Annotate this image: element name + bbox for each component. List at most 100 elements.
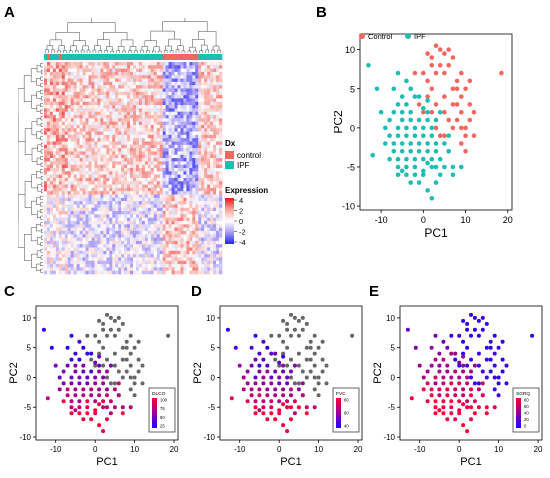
heatmap-cell xyxy=(127,95,131,99)
annotation-cell xyxy=(183,54,187,60)
heatmap-cell xyxy=(192,247,196,252)
dendrogram-branch xyxy=(92,49,97,53)
heatmap-cell xyxy=(165,230,169,235)
heatmap-cell xyxy=(106,217,110,222)
heatmap-cell xyxy=(91,115,95,119)
heatmap-cell xyxy=(64,177,69,182)
heatmap-cell xyxy=(64,191,69,195)
heatmap-cell xyxy=(177,224,181,228)
heatmap-cell xyxy=(85,234,89,238)
control-point xyxy=(433,43,439,48)
heatmap-cell xyxy=(79,270,83,275)
heatmap-cell xyxy=(82,128,86,132)
heatmap-cell xyxy=(130,161,134,165)
heatmap-cell xyxy=(85,121,89,126)
heatmap-cell xyxy=(198,134,202,139)
heatmap-cell xyxy=(64,105,69,109)
heatmap-cell xyxy=(147,108,152,112)
heatmap-cell xyxy=(109,144,113,149)
heatmap-cell xyxy=(49,154,54,159)
heatmap-cell xyxy=(85,254,89,258)
heatmap-cell xyxy=(147,244,152,248)
heatmap-cell xyxy=(115,260,119,265)
heatmap-cell xyxy=(46,191,51,195)
heatmap-cell xyxy=(183,257,187,262)
heatmap-cell xyxy=(171,194,175,199)
ipf-score-point xyxy=(97,363,102,368)
heatmap-cell xyxy=(94,148,98,152)
heatmap-cell xyxy=(183,267,187,271)
heatmap-cell xyxy=(189,224,193,228)
heatmap-cell xyxy=(180,164,184,169)
heatmap-cell xyxy=(49,174,54,179)
ipf-score-point xyxy=(465,375,470,380)
heatmap-cell xyxy=(189,141,193,146)
control-point xyxy=(459,141,464,146)
heatmap-cell xyxy=(124,174,128,179)
heatmap-cell xyxy=(144,71,149,76)
heatmap-cell xyxy=(174,234,178,238)
ipf-score-point xyxy=(469,405,473,410)
heatmap-cell xyxy=(159,98,163,103)
control-score-point xyxy=(469,312,473,317)
ipf-point xyxy=(404,133,409,138)
heatmap-cell xyxy=(156,101,160,106)
heatmap-cell xyxy=(55,85,60,89)
heatmap-cell xyxy=(195,221,199,225)
heatmap-cell xyxy=(115,250,119,255)
heatmap-cell xyxy=(94,244,98,248)
heatmap-cell xyxy=(88,230,92,235)
heatmap-cell xyxy=(138,128,143,132)
heatmap-cell xyxy=(216,154,220,159)
heatmap-cell xyxy=(52,184,57,189)
heatmap-cell xyxy=(67,214,71,218)
heatmap-cell xyxy=(67,187,71,192)
heatmap-cell xyxy=(210,270,214,275)
control-point xyxy=(425,51,430,56)
heatmap-cell xyxy=(106,65,110,69)
heatmap-cell xyxy=(135,108,140,112)
heatmap-cell xyxy=(67,177,71,182)
heatmap-cell xyxy=(121,214,125,218)
heatmap-cell xyxy=(130,68,134,73)
ipf-score-point xyxy=(253,405,258,410)
heatmap-cell xyxy=(198,121,202,126)
heatmap-cell xyxy=(73,88,77,93)
heatmap-cell xyxy=(210,148,214,152)
heatmap-cell xyxy=(112,105,116,109)
heatmap-cell xyxy=(135,214,140,218)
heatmap-cell xyxy=(189,187,193,192)
heatmap-cell xyxy=(204,124,208,129)
heatmap-cell xyxy=(189,111,193,116)
heatmap-cell xyxy=(127,177,131,182)
ipf-point xyxy=(408,86,413,92)
dendrogram-branch xyxy=(30,68,38,83)
ipf-point xyxy=(416,149,422,154)
color-legend-tick: 25 xyxy=(160,424,165,429)
heatmap-cell xyxy=(165,158,169,162)
heatmap-cell xyxy=(103,121,107,126)
heatmap-cell xyxy=(138,204,143,209)
heatmap-cell xyxy=(76,227,80,232)
heatmap-cell xyxy=(73,171,77,175)
dendrogram-branch xyxy=(128,50,132,53)
heatmap-cell xyxy=(204,197,208,202)
heatmap-cell xyxy=(127,138,131,142)
unscored-point xyxy=(101,345,106,350)
heatmap-cell xyxy=(82,187,86,192)
heatmap-cell xyxy=(88,211,92,215)
heatmap-cell xyxy=(165,250,169,255)
heatmap-cell xyxy=(49,211,54,215)
heatmap-cell xyxy=(115,207,119,212)
heatmap-cell xyxy=(156,154,160,159)
heatmap-cell xyxy=(73,247,77,252)
heatmap-cell xyxy=(73,237,77,242)
heatmap-cell xyxy=(103,138,107,142)
heatmap-cell xyxy=(73,95,77,99)
heatmap-cell xyxy=(150,158,155,162)
heatmap-cell xyxy=(207,267,211,271)
heatmap-cell xyxy=(58,227,63,232)
heatmap-cell xyxy=(100,187,104,192)
heatmap-cell xyxy=(133,250,137,255)
heatmap-cell xyxy=(79,88,83,93)
